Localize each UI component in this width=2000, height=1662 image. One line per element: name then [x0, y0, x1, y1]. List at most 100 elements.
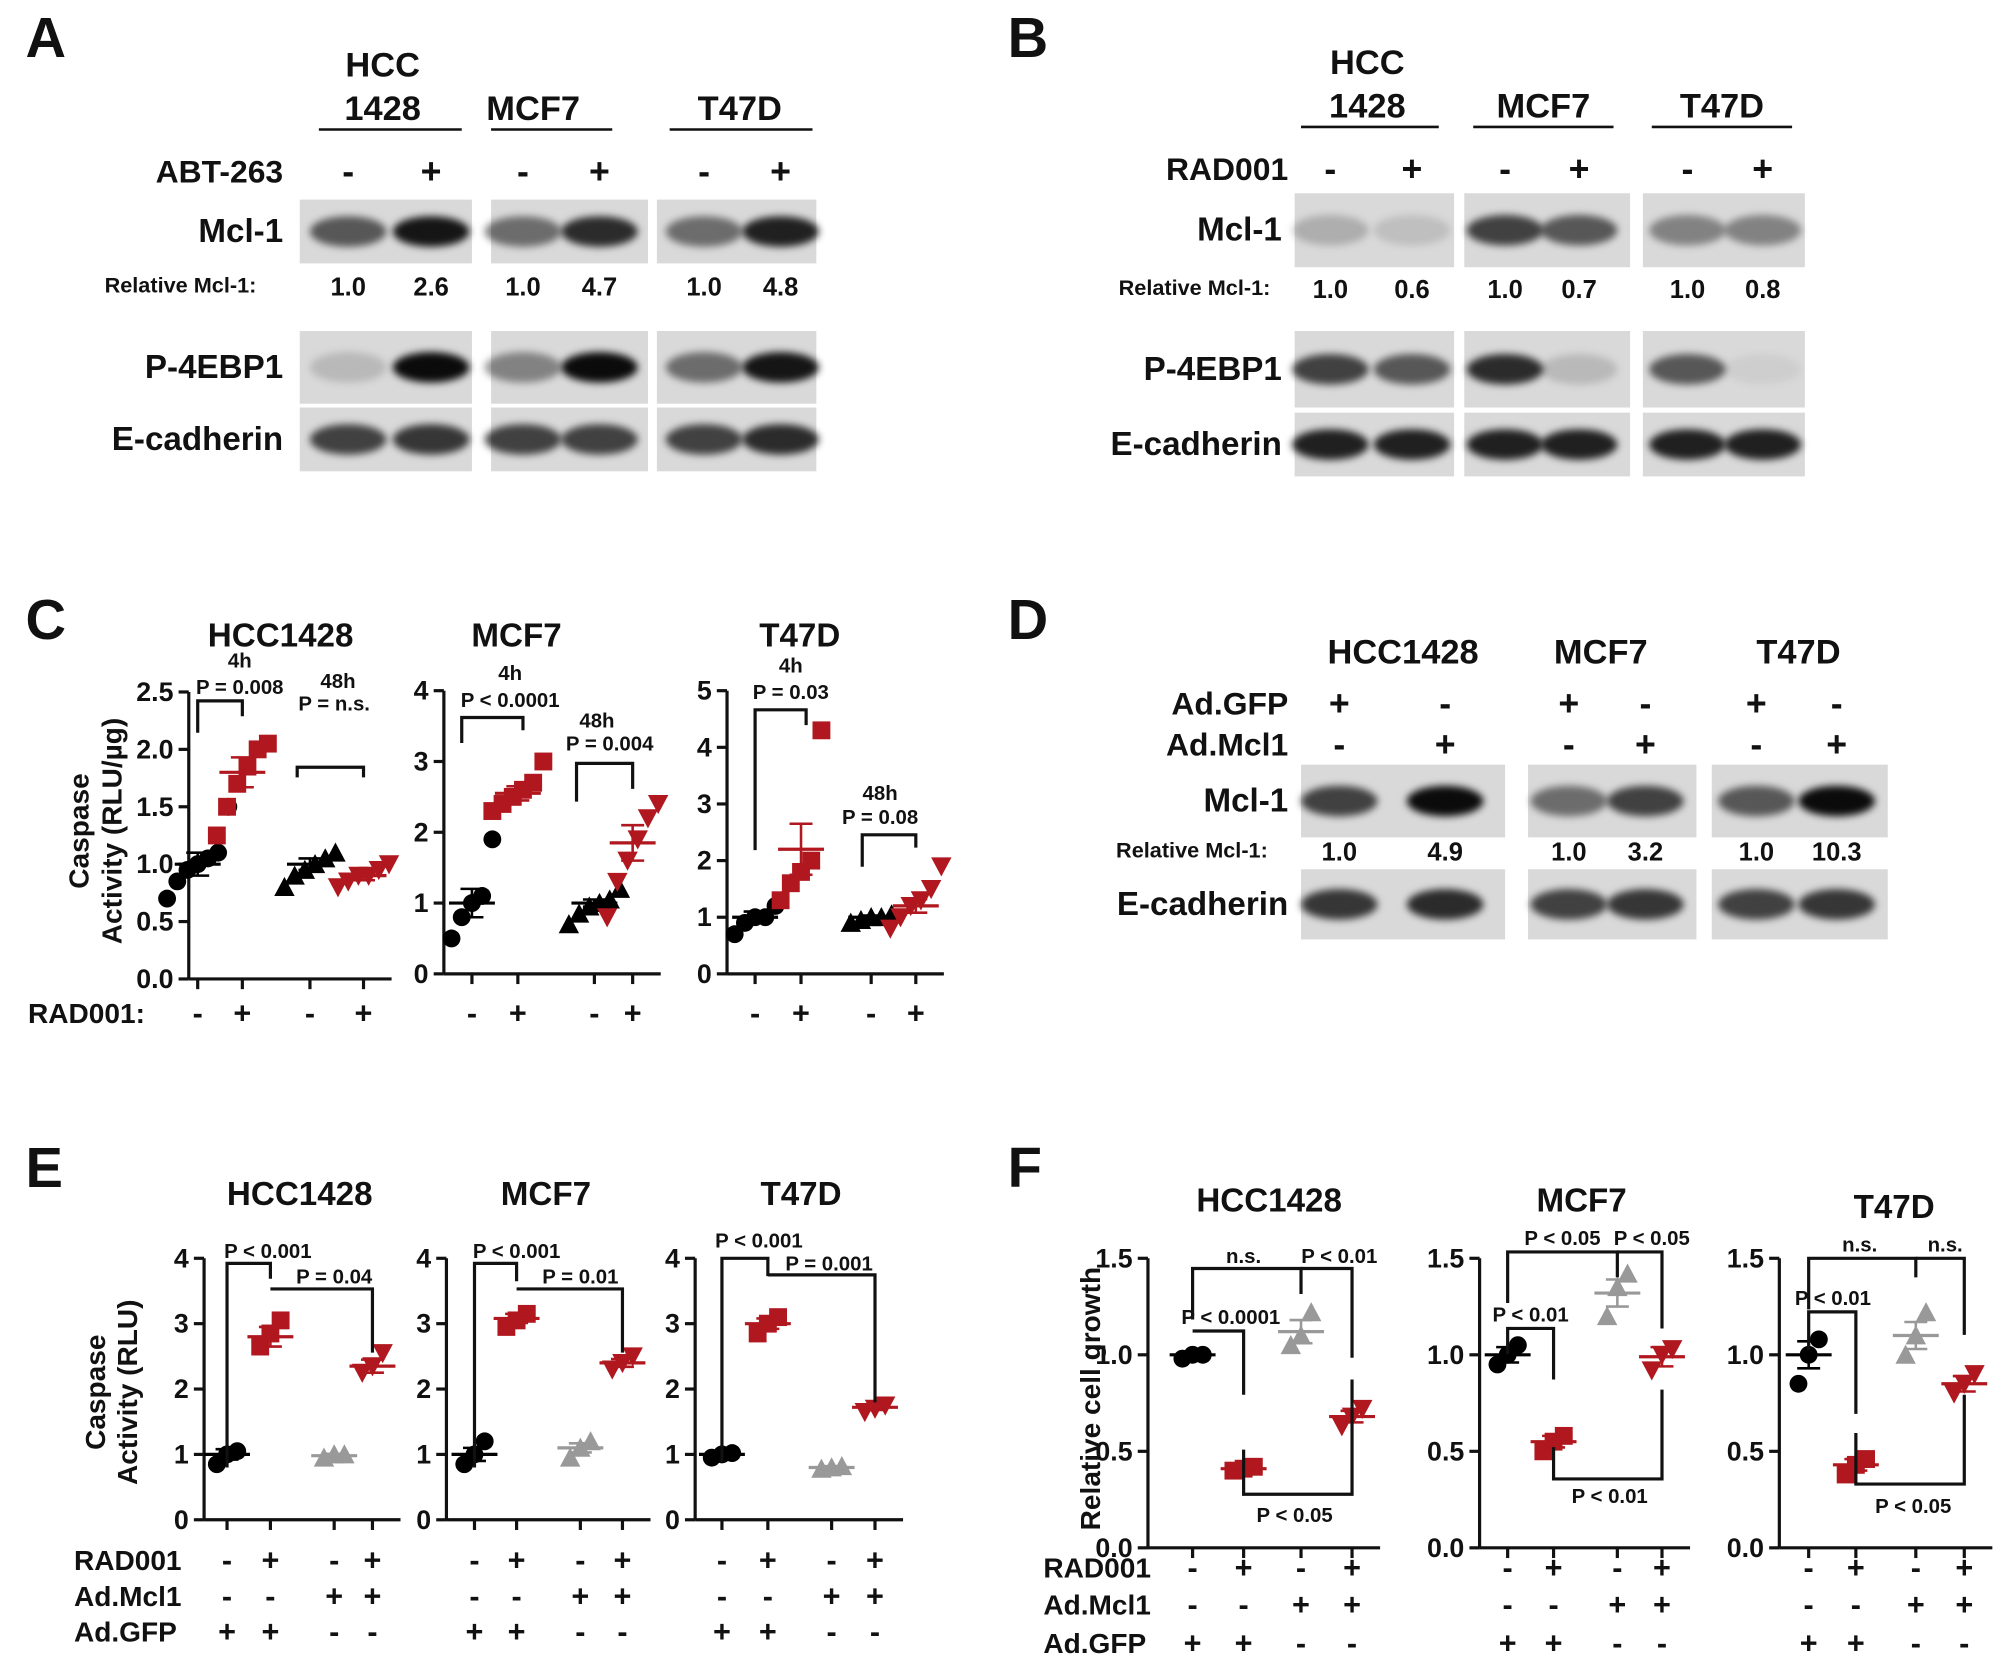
significance-bracket: [753, 708, 808, 851]
sign: -: [575, 1544, 585, 1578]
point: [158, 889, 177, 908]
treatment-sign: +: [421, 152, 442, 192]
error-bar: [859, 914, 883, 921]
significance-bracket: [1551, 1389, 1664, 1481]
band: [1466, 353, 1544, 385]
row-label: Ad.GFP: [1043, 1628, 1146, 1659]
treatment-sign: +: [1826, 724, 1847, 764]
annotation: 48h: [320, 671, 355, 693]
blot-row-label: E-cadherin: [1117, 886, 1288, 923]
sign: +: [1343, 1551, 1361, 1585]
annotation: 48h: [863, 783, 898, 805]
annotation: 4h: [498, 663, 522, 685]
panel-letter: F: [1008, 1136, 1042, 1199]
treatment-sign: +: [1435, 724, 1456, 764]
treatment-sign: +: [1402, 149, 1423, 189]
point: [1964, 1365, 1985, 1385]
sign: +: [1653, 1588, 1671, 1622]
y-tick-label: 3: [697, 789, 712, 819]
band: [1540, 353, 1618, 385]
band: [665, 352, 743, 383]
sign: -: [1804, 1551, 1814, 1585]
sign: -: [589, 996, 599, 1030]
sign: -: [1657, 1627, 1667, 1661]
y-tick-label: 2: [414, 817, 429, 847]
sign: -: [1188, 1551, 1198, 1585]
sign: -: [1347, 1627, 1357, 1661]
significance-bracket: [1301, 1266, 1354, 1358]
point: [771, 891, 790, 910]
sign: -: [193, 996, 203, 1030]
band: [392, 424, 470, 455]
treatment-sign: -: [342, 152, 354, 192]
error-bar: [505, 1312, 529, 1325]
point: [1641, 1361, 1662, 1381]
cell-line-header: 1428: [344, 90, 421, 128]
y-tick-label: 0.5: [1427, 1436, 1464, 1466]
treatment-sign: -: [1563, 724, 1575, 764]
y-tick-label: 0.5: [136, 907, 173, 937]
panel-letter: C: [26, 588, 67, 651]
cell-line-header: T47D: [1756, 633, 1840, 671]
relative-value: 4.7: [582, 274, 617, 302]
y-tick-label: 3: [416, 1309, 431, 1339]
sign: -: [717, 1579, 727, 1613]
significance-bracket: [1854, 1394, 1966, 1486]
panel-letter: B: [1008, 6, 1049, 69]
annotation: P < 0.001: [715, 1231, 802, 1253]
band: [1649, 429, 1726, 460]
band: [484, 216, 562, 247]
y-tick-label: 0: [414, 959, 429, 989]
treatment-sign: -: [1639, 683, 1651, 723]
band: [484, 424, 562, 455]
point: [910, 891, 932, 911]
row-label: RAD001: [1043, 1553, 1151, 1584]
y-tick-label: 0.0: [1095, 1533, 1132, 1563]
point: [258, 734, 277, 753]
cell-line-header: MCF7: [486, 90, 580, 128]
band: [1798, 785, 1875, 817]
sign: +: [1653, 1551, 1671, 1585]
band: [484, 352, 562, 383]
annotation: P < 0.01: [1795, 1288, 1871, 1310]
relative-value: 2.6: [413, 274, 448, 302]
point: [559, 1447, 581, 1467]
band: [309, 424, 387, 455]
y-tick-label: 2: [697, 846, 712, 876]
sign: -: [1503, 1551, 1513, 1585]
error-bar: [1650, 1345, 1674, 1368]
annotation: P = 0.01: [542, 1266, 618, 1288]
point: [473, 887, 492, 905]
row-label: Ad.Mcl1: [1043, 1590, 1151, 1621]
error-bar: [460, 887, 484, 919]
annotation: P < 0.05: [1614, 1228, 1690, 1250]
band: [1724, 353, 1802, 385]
significance-bracket: [295, 765, 366, 778]
relative-label: Relative Mcl-1:: [1119, 275, 1271, 300]
y-tick-label: 1.5: [1095, 1243, 1132, 1273]
annotation: P < 0.001: [224, 1241, 311, 1263]
y-tick-label: 0: [697, 959, 712, 989]
treatment-sign: -: [1682, 149, 1694, 189]
band: [1718, 889, 1795, 920]
point: [1915, 1302, 1937, 1322]
error-bar: [322, 1452, 346, 1459]
y-tick-label: 0.0: [136, 964, 173, 994]
row-label: RAD001: [74, 1545, 182, 1576]
significance-bracket: [225, 1261, 273, 1468]
significance-bracket: [1807, 1310, 1858, 1414]
y-axis-label: Relative cell growth: [1075, 1267, 1106, 1530]
significance-bracket: [720, 1256, 770, 1463]
band: [1301, 785, 1378, 817]
y-tick-label: 0: [665, 1505, 680, 1535]
sign: -: [866, 996, 876, 1030]
cell-line-header: HCC: [345, 47, 420, 85]
sign: +: [792, 996, 810, 1030]
band: [1649, 214, 1726, 246]
y-tick-label: 1: [414, 888, 429, 918]
annotation: P < 0.0001: [1181, 1307, 1280, 1329]
sign: -: [469, 1579, 479, 1613]
treatment-sign: +: [1746, 683, 1767, 723]
sign: -: [870, 1615, 880, 1649]
point: [568, 903, 590, 923]
